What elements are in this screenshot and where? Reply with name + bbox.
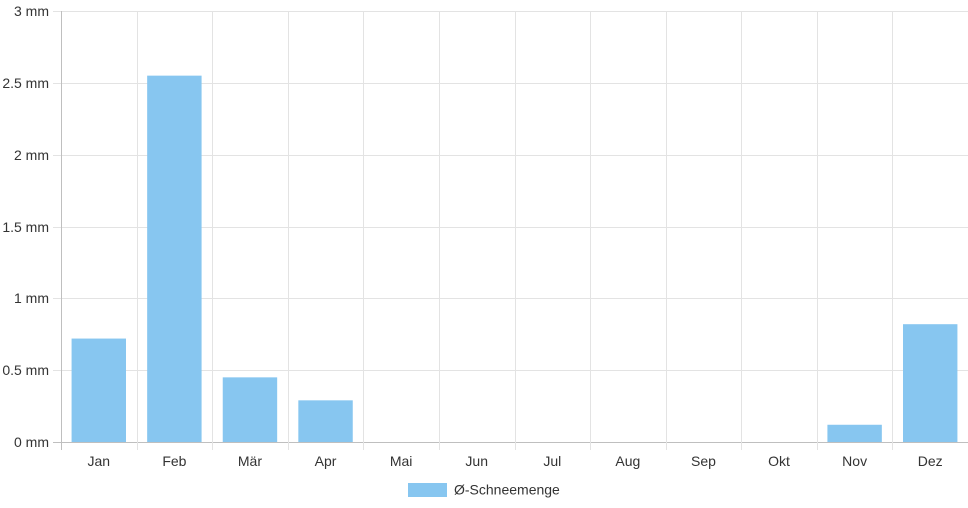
x-tick-label: Jan xyxy=(88,453,111,469)
y-tick-label: 1.5 mm xyxy=(2,219,49,235)
y-tick-label: 3 mm xyxy=(14,3,49,19)
x-tick-label: Aug xyxy=(615,453,640,469)
bar-apr[interactable] xyxy=(298,400,353,442)
legend[interactable]: Ø-Schneemenge xyxy=(408,482,560,498)
bar-mär[interactable] xyxy=(222,377,278,442)
grid xyxy=(53,11,968,450)
y-tick-label: 1 mm xyxy=(14,290,49,306)
bars xyxy=(71,75,958,443)
x-tick-label: Okt xyxy=(768,453,790,469)
y-axis: 0 mm 0.5 mm 1 mm 1.5 mm 2 mm 2.5 mm 3 mm xyxy=(2,3,49,450)
y-tick-label: 0 mm xyxy=(14,434,49,450)
bar-jan[interactable] xyxy=(71,338,127,442)
y-tick-label: 2 mm xyxy=(14,147,49,163)
y-tick-label: 2.5 mm xyxy=(2,75,49,91)
bar-feb[interactable] xyxy=(147,75,202,443)
x-tick-label: Dez xyxy=(918,453,943,469)
bar-nov[interactable] xyxy=(827,424,882,442)
x-tick-label: Apr xyxy=(315,453,337,469)
x-tick-label: Feb xyxy=(162,453,186,469)
x-tick-label: Sep xyxy=(691,453,716,469)
x-axis: Jan Feb Mär Apr Mai Jun Jul Aug Sep Okt Nov Dez xyxy=(88,453,943,469)
x-tick-label: Mär xyxy=(238,453,262,469)
legend-label[interactable]: Ø-Schneemenge xyxy=(454,482,560,498)
y-tick-label: 0.5 mm xyxy=(2,362,49,378)
x-tick-label: Nov xyxy=(842,453,867,469)
x-tick-label: Jul xyxy=(543,453,561,469)
bar-dez[interactable] xyxy=(902,324,958,442)
x-tick-label: Mai xyxy=(390,453,413,469)
legend-swatch[interactable] xyxy=(408,483,447,497)
x-tick-label: Jun xyxy=(465,453,488,469)
